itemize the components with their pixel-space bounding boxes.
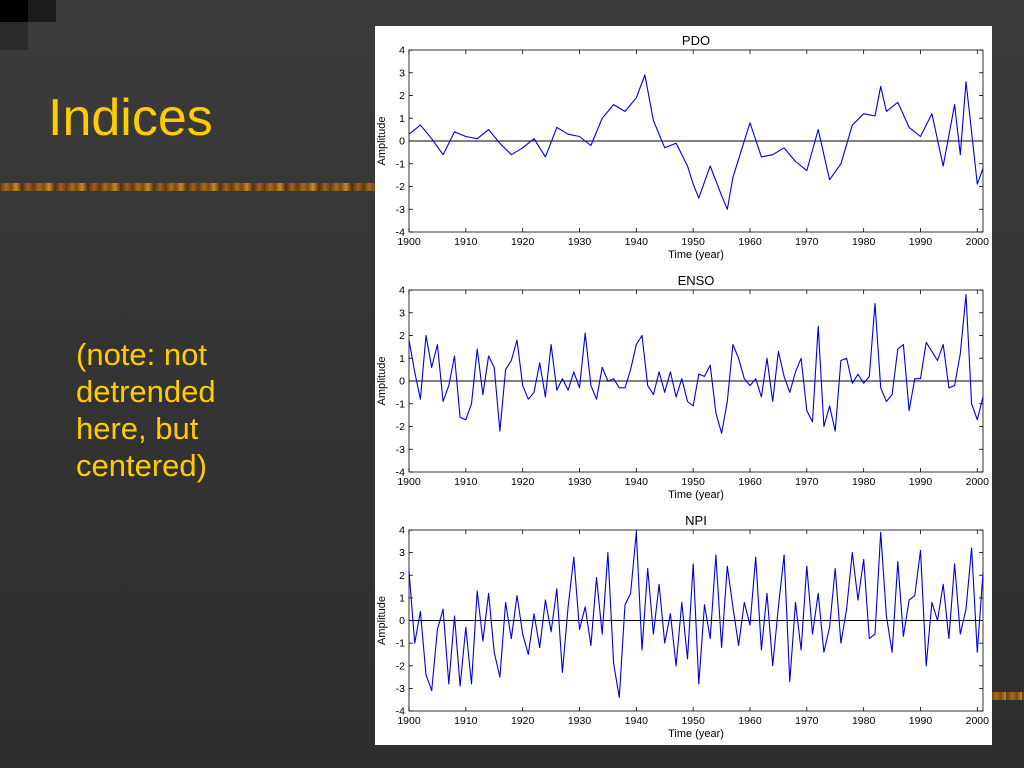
y-tick-label: -2 (396, 421, 405, 433)
y-axis-label: Amplitude (376, 357, 388, 406)
y-tick-label: 3 (399, 307, 405, 319)
note-line: centered) (76, 448, 207, 483)
right-divider-fragment (990, 692, 1024, 700)
y-tick-label: -4 (396, 227, 405, 239)
x-tick-label: 1960 (738, 476, 762, 488)
y-tick-label: 1 (399, 353, 405, 365)
x-axis-label: Time (year) (668, 728, 724, 740)
y-tick-label: 2 (399, 330, 405, 342)
note-line: detrended (76, 374, 216, 409)
x-tick-label: 1940 (625, 476, 649, 488)
x-tick-label: 1930 (568, 476, 592, 488)
x-tick-label: 1970 (795, 236, 819, 248)
x-tick-label: 1950 (681, 236, 705, 248)
y-tick-label: 0 (399, 376, 405, 388)
x-tick-label: 1910 (454, 715, 478, 727)
x-tick-label: 1950 (681, 715, 705, 727)
x-tick-label: 1960 (738, 715, 762, 727)
y-tick-label: 4 (399, 525, 405, 537)
x-tick-label: 2000 (966, 715, 990, 727)
y-axis-label: Amplitude (376, 596, 388, 645)
chart-figure: -4 -3 -2 -1 0 1 2 3 4 1900 1910 1920 1930 1940 1950 196… (375, 26, 992, 745)
series-line (408, 74, 984, 210)
x-tick-label: 1900 (397, 476, 421, 488)
y-axis-label: Amplitude (376, 117, 388, 166)
x-tick-label: 1920 (511, 476, 535, 488)
x-axis-label: Time (year) (668, 489, 724, 501)
y-tick-label: 1 (399, 113, 405, 125)
x-tick-label: 1920 (511, 715, 535, 727)
x-tick-label: 1990 (909, 236, 933, 248)
x-tick-label: 1920 (511, 236, 535, 248)
x-tick-label: 1970 (795, 476, 819, 488)
panel-title: ENSO (678, 273, 715, 288)
x-tick-label: 2000 (966, 476, 990, 488)
slide-title: Indices (48, 89, 213, 147)
y-tick-label: -2 (396, 181, 405, 193)
x-tick-label: 1940 (625, 236, 649, 248)
panel-title: PDO (682, 33, 710, 48)
y-tick-label: -4 (396, 706, 405, 718)
x-axis-label: Time (year) (668, 249, 724, 261)
y-tick-label: -3 (396, 683, 405, 695)
note-line: (note: not (76, 337, 207, 372)
title-divider (0, 183, 380, 191)
x-tick-label: 1990 (909, 476, 933, 488)
y-tick-label: 3 (399, 547, 405, 559)
y-tick-label: 4 (399, 285, 405, 297)
y-tick-label: -2 (396, 660, 405, 672)
y-tick-label: -3 (396, 444, 405, 456)
x-tick-label: 1950 (681, 476, 705, 488)
series-line (408, 531, 984, 698)
x-tick-label: 1900 (397, 236, 421, 248)
panel-title: NPI (685, 513, 707, 528)
y-tick-label: 3 (399, 67, 405, 79)
y-tick-label: 4 (399, 45, 405, 57)
three-panel-chart: -4 -3 -2 -1 0 1 2 3 4 1900 1910 1920 1930 1940 1950 196… (376, 33, 990, 740)
y-tick-label: 0 (399, 615, 405, 627)
y-tick-label: 2 (399, 90, 405, 102)
x-tick-label: 1930 (568, 236, 592, 248)
x-tick-label: 1980 (852, 236, 876, 248)
slide-note: (note: not detrended here, but centered) (76, 336, 326, 484)
y-tick-label: -3 (396, 204, 405, 216)
x-tick-label: 1930 (568, 715, 592, 727)
x-tick-label: 1910 (454, 476, 478, 488)
x-tick-label: 1940 (625, 715, 649, 727)
x-tick-label: 1980 (852, 476, 876, 488)
y-tick-label: 0 (399, 136, 405, 148)
x-tick-label: 1900 (397, 715, 421, 727)
y-tick-label: -1 (396, 398, 405, 410)
y-tick-label: 1 (399, 592, 405, 604)
y-tick-label: -1 (396, 158, 405, 170)
x-tick-label: 1990 (909, 715, 933, 727)
y-tick-label: -1 (396, 638, 405, 650)
x-tick-label: 2000 (966, 236, 990, 248)
note-line: here, but (76, 411, 199, 446)
series-line (408, 294, 984, 434)
corner-decoration (0, 0, 60, 60)
x-tick-label: 1980 (852, 715, 876, 727)
y-tick-label: -4 (396, 467, 405, 479)
x-tick-label: 1960 (738, 236, 762, 248)
y-tick-label: 2 (399, 570, 405, 582)
x-tick-label: 1970 (795, 715, 819, 727)
x-tick-label: 1910 (454, 236, 478, 248)
